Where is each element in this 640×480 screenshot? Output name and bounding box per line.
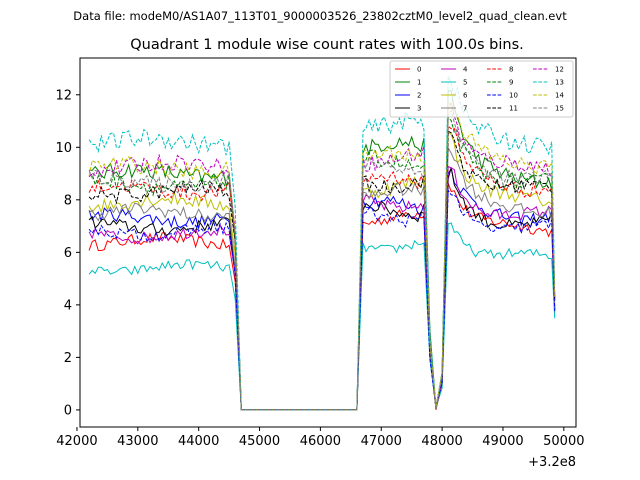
series-line-14	[88, 101, 556, 411]
y-tick-label-10: 10	[55, 141, 72, 156]
y-tick-label-8: 8	[64, 193, 72, 208]
y-tick-label-2: 2	[64, 351, 72, 366]
suptitle: Data file: modeM0/AS1A07_113T01_90000035…	[73, 9, 567, 23]
x-offset-label: +3.2e8	[528, 455, 576, 470]
legend-label-9: 9	[509, 79, 513, 87]
legend-label-5: 5	[463, 79, 467, 87]
series-line-11	[88, 130, 556, 411]
series-line-5	[88, 222, 556, 411]
series-line-0	[88, 183, 556, 411]
x-tick-label-44000: 44000	[178, 434, 219, 449]
x-tick-label-42000: 42000	[56, 434, 97, 449]
legend-label-12: 12	[555, 66, 564, 74]
chart-title: Quadrant 1 module wise count rates with …	[130, 37, 524, 53]
series-line-15	[88, 109, 556, 411]
legend-label-14: 14	[555, 92, 564, 100]
legend-label-13: 13	[555, 79, 564, 87]
y-tick-label-6: 6	[64, 246, 72, 261]
legend-label-1: 1	[417, 79, 421, 87]
y-tick-label-0: 0	[64, 403, 72, 418]
y-tick-label-12: 12	[55, 88, 72, 103]
series-line-10	[88, 188, 556, 411]
x-tick-label-47000: 47000	[361, 434, 402, 449]
legend-label-3: 3	[417, 105, 421, 113]
series-line-9	[88, 116, 556, 411]
series-line-13	[88, 76, 556, 411]
x-tick-label-45000: 45000	[239, 434, 280, 449]
legend-label-15: 15	[555, 105, 564, 113]
axes-frame	[79, 57, 577, 428]
legend-frame	[389, 60, 574, 118]
x-tick-label-49000: 49000	[482, 434, 523, 449]
legend-label-6: 6	[463, 92, 468, 100]
x-tick-label-43000: 43000	[117, 434, 158, 449]
legend-label-11: 11	[509, 105, 518, 113]
x-tick-label-50000: 50000	[543, 434, 584, 449]
legend-label-7: 7	[463, 105, 467, 113]
series-line-4	[88, 165, 556, 411]
series-line-3	[88, 167, 556, 411]
axes: 42000 43000 44000 45000 46000 47000 48000 49000…	[55, 57, 585, 470]
series-line-7	[88, 146, 556, 411]
legend-label-4: 4	[463, 66, 468, 74]
legend-label-8: 8	[509, 66, 513, 74]
plot-lines	[88, 76, 556, 411]
y-tick-label-4: 4	[64, 298, 72, 313]
x-tick-label-48000: 48000	[421, 434, 462, 449]
series-line-1	[89, 90, 556, 411]
legend-label-2: 2	[417, 92, 421, 100]
legend-label-10: 10	[509, 92, 518, 100]
legend-label-0: 0	[417, 66, 421, 74]
series-line-2	[88, 167, 556, 411]
x-tick-label-46000: 46000	[300, 434, 341, 449]
